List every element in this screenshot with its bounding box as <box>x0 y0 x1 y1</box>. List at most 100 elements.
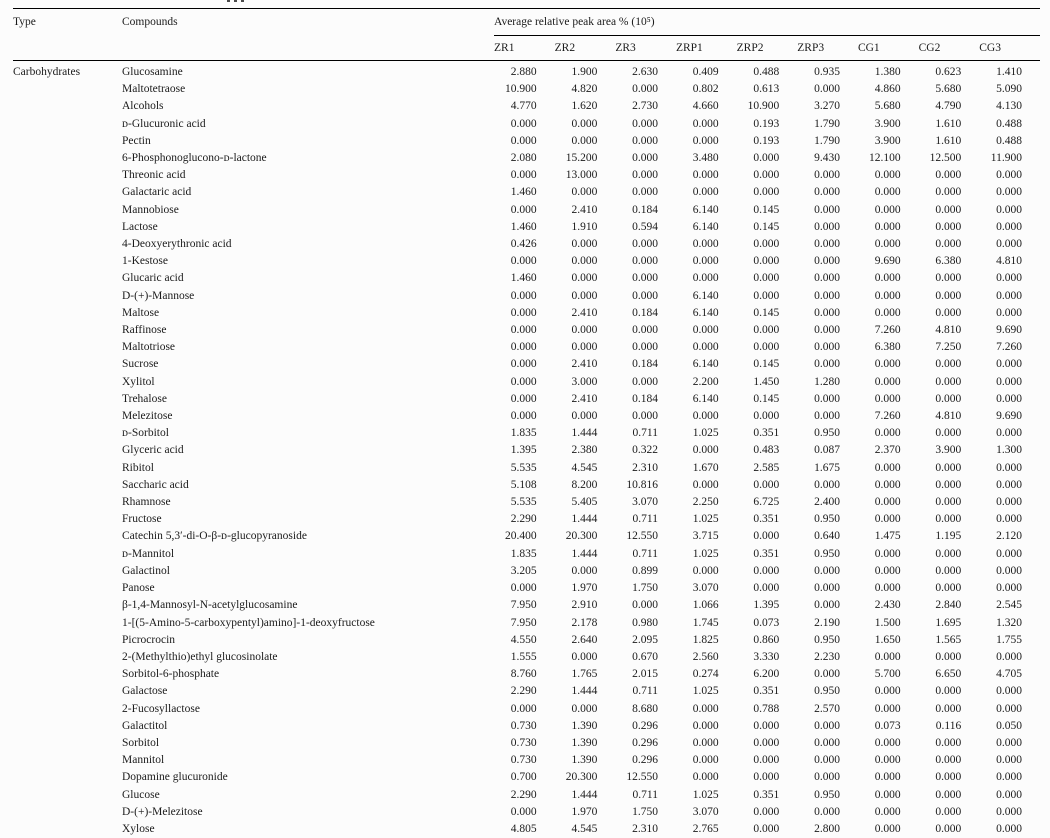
value-cell: 6.140 <box>692 289 719 302</box>
value-cell: 0.000 <box>510 375 537 388</box>
value-cell: 0.000 <box>996 822 1022 835</box>
value-cell: 1.745 <box>692 616 719 629</box>
value-cell: 0.000 <box>814 478 840 491</box>
table-row: Sorbitol-6-phosphate 8.760 1.765 2.015 0.274… <box>13 666 1040 683</box>
value-cell: 0.000 <box>935 392 962 405</box>
table-row: Galactose 2.290 1.444 0.711 1.025 0.351 0.950 0… <box>13 683 1040 700</box>
value-cell: 2.310 <box>632 822 658 835</box>
value-cell: 4.545 <box>571 461 598 474</box>
compound-name: Galactitol <box>122 719 168 732</box>
value-cell: 0.000 <box>874 238 901 251</box>
value-cell: 13.000 <box>565 169 598 182</box>
value-cell: 1.970 <box>571 582 598 595</box>
value-cell: 0.000 <box>571 410 598 423</box>
value-cell: 0.000 <box>814 754 840 767</box>
type-cell <box>13 511 122 528</box>
value-cell: 2.370 <box>874 444 901 457</box>
value-cell: 0.000 <box>571 564 598 577</box>
value-cell: 0.000 <box>996 306 1022 319</box>
compound-name: Ribitol <box>122 461 154 474</box>
value-cell: 0.000 <box>753 771 780 784</box>
value-cell: 1.500 <box>874 616 901 629</box>
value-cell: 0.711 <box>632 427 658 440</box>
type-cell <box>13 133 122 150</box>
compound-name: ᴅ-Sorbitol <box>122 427 169 440</box>
value-cell: 1.410 <box>996 66 1022 78</box>
compound-name: Trehalose <box>122 392 167 405</box>
value-cell: 0.935 <box>814 66 840 78</box>
value-cell: 0.000 <box>874 702 901 715</box>
compound-name: ᴅ-Glucuronic acid <box>122 117 206 130</box>
value-cell: 4.770 <box>510 100 537 113</box>
column-header-sample: ZR3 <box>615 35 676 61</box>
value-cell: 0.000 <box>632 117 658 130</box>
type-cell <box>13 305 122 322</box>
value-cell: 0.351 <box>753 427 780 440</box>
value-cell: 0.000 <box>692 736 719 749</box>
value-cell: 0.000 <box>571 650 598 663</box>
value-cell: 0.000 <box>996 547 1022 560</box>
value-cell: 0.000 <box>814 392 840 405</box>
value-cell: 0.000 <box>996 478 1022 491</box>
clipped-caption-fragment <box>227 0 253 3</box>
compound-name: Fructose <box>122 513 162 526</box>
value-cell: 0.000 <box>510 289 537 302</box>
value-cell: 0.184 <box>632 358 658 371</box>
value-cell: 0.000 <box>935 203 962 216</box>
type-cell <box>13 649 122 666</box>
value-cell: 2.410 <box>571 358 598 371</box>
table-row: Panose 0.000 1.970 1.750 3.070 0.000 0.000 0.00… <box>13 580 1040 597</box>
column-header-type: Type <box>13 8 122 36</box>
type-cell <box>13 391 122 408</box>
table-row: Catechin 5,3′-di-O-β-ᴅ-glucopyranoside 20… <box>13 528 1040 545</box>
column-header-sample: ZR2 <box>554 35 616 61</box>
table-row: D-(+)-Mannose 0.000 0.000 0.000 6.140 0.000 0.… <box>13 288 1040 305</box>
value-cell: 0.000 <box>753 822 780 835</box>
value-cell: 0.000 <box>814 306 840 319</box>
value-cell: 1.025 <box>692 427 719 440</box>
table-row: ᴅ-Mannitol 1.835 1.444 0.711 1.025 0.351 0.950… <box>13 546 1040 563</box>
value-cell: 20.400 <box>505 530 537 543</box>
value-cell: 0.426 <box>510 238 537 251</box>
value-cell: 0.000 <box>996 186 1022 199</box>
compound-name: 1-[(5-Amino-5-carboxypentyl)amino]-1-deo… <box>122 616 375 629</box>
value-cell: 0.000 <box>632 83 658 96</box>
value-cell: 0.000 <box>935 685 962 698</box>
value-cell: 0.000 <box>874 564 901 577</box>
value-cell: 4.130 <box>996 100 1022 113</box>
value-cell: 6.140 <box>692 306 719 319</box>
value-cell: 0.000 <box>753 272 780 285</box>
value-cell: 1.755 <box>996 633 1022 646</box>
table-row: Melezitose 0.000 0.000 0.000 0.000 0.000 0.000… <box>13 408 1040 425</box>
value-cell: 0.000 <box>996 238 1022 251</box>
value-cell: 0.000 <box>510 341 537 354</box>
value-cell: 0.000 <box>814 719 840 732</box>
value-cell: 0.351 <box>753 788 780 801</box>
value-cell: 0.000 <box>692 478 719 491</box>
header-row-samples: ZR1 ZR2 ZR3 ZRP1 ZRP2 ZRP3 CG1 CG2 CG3 <box>13 35 1040 61</box>
value-cell: 1.460 <box>510 272 537 285</box>
type-cell <box>13 116 122 133</box>
compound-name: Maltotetraose <box>122 83 186 96</box>
compound-name: Sorbitol <box>122 736 160 749</box>
type-cell <box>13 666 122 683</box>
value-cell: 0.000 <box>874 685 901 698</box>
value-cell: 1.450 <box>753 375 780 388</box>
value-cell: 0.000 <box>510 392 537 405</box>
value-cell: 15.200 <box>565 152 598 165</box>
value-cell: 1.675 <box>814 461 840 474</box>
value-cell: 0.184 <box>632 392 658 405</box>
value-cell: 0.000 <box>510 117 537 130</box>
value-cell: 0.000 <box>996 702 1022 715</box>
value-cell: 0.000 <box>753 582 780 595</box>
value-cell: 0.000 <box>510 702 537 715</box>
value-cell: 0.000 <box>692 186 719 199</box>
value-cell: 2.120 <box>996 530 1022 543</box>
value-cell: 0.950 <box>814 633 840 646</box>
value-cell: 0.000 <box>814 186 840 199</box>
value-cell: 0.000 <box>692 564 719 577</box>
value-cell: 0.000 <box>632 186 658 199</box>
type-cell <box>13 425 122 442</box>
value-cell: 0.000 <box>935 822 962 835</box>
